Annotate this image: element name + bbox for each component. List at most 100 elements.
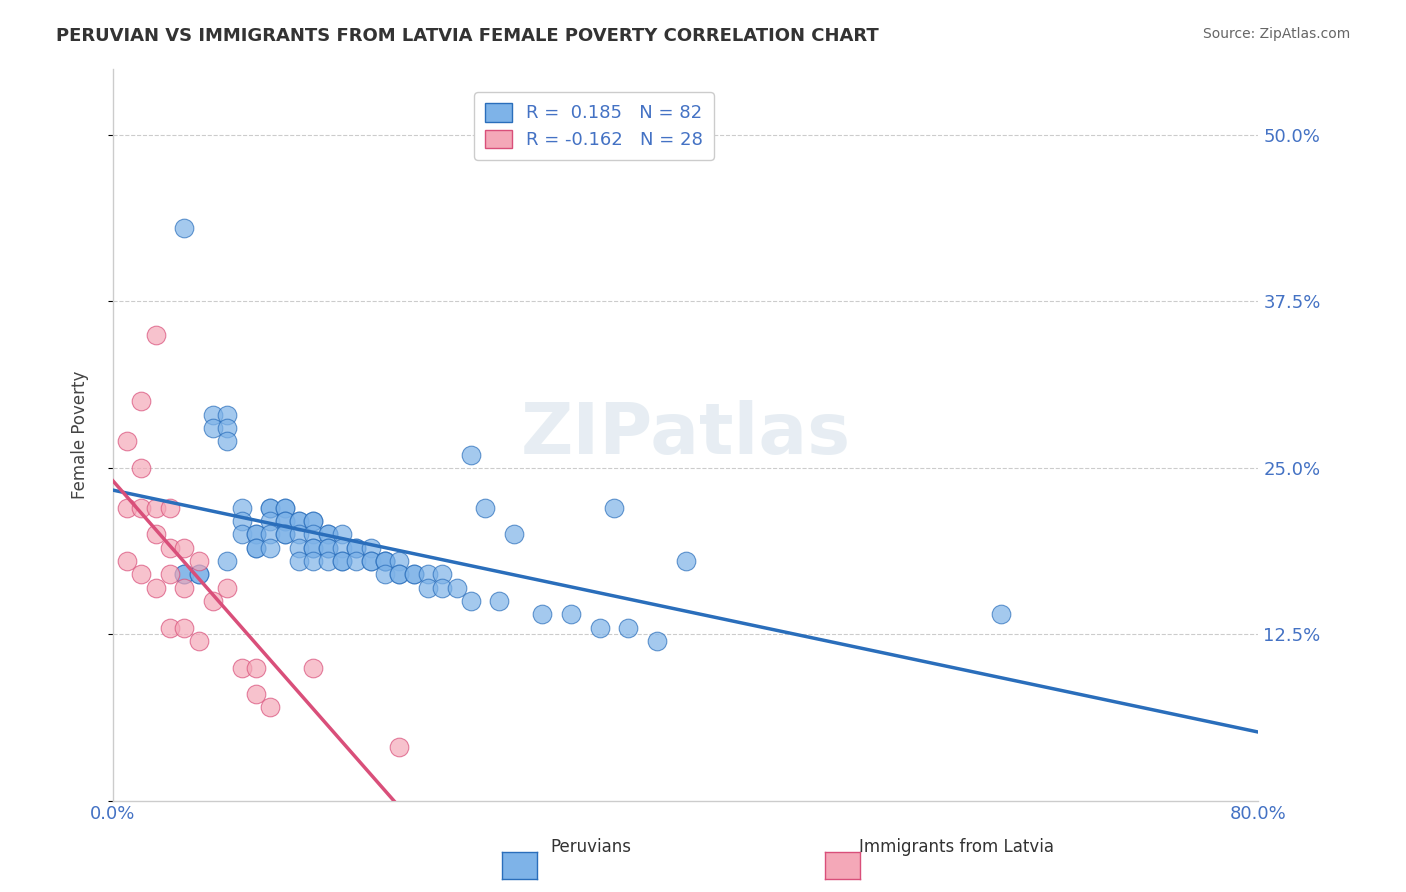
Point	[460, 594, 482, 608]
Point	[302, 514, 325, 528]
Y-axis label: Female Poverty: Female Poverty	[72, 370, 89, 499]
Text: Peruvians: Peruvians	[550, 838, 631, 856]
Point	[187, 567, 209, 582]
Point	[402, 567, 425, 582]
Point	[402, 567, 425, 582]
Point	[159, 541, 181, 555]
Point	[245, 527, 267, 541]
Point	[202, 408, 225, 422]
Point	[202, 594, 225, 608]
Point	[273, 500, 295, 515]
Point	[302, 514, 325, 528]
Point	[360, 554, 382, 568]
Point	[617, 621, 640, 635]
Point	[388, 554, 411, 568]
Point	[259, 500, 281, 515]
Point	[273, 527, 295, 541]
Point	[145, 581, 167, 595]
Point	[344, 541, 367, 555]
Point	[603, 500, 626, 515]
Point	[245, 527, 267, 541]
Point	[316, 527, 339, 541]
Point	[259, 500, 281, 515]
Point	[432, 567, 454, 582]
Point	[245, 687, 267, 701]
Point	[159, 567, 181, 582]
Point	[416, 567, 439, 582]
Point	[231, 500, 253, 515]
Point	[288, 514, 311, 528]
Point	[330, 554, 353, 568]
Point	[131, 500, 153, 515]
Point	[217, 581, 239, 595]
Point	[273, 500, 295, 515]
Point	[173, 221, 195, 235]
Point	[432, 581, 454, 595]
Point	[159, 500, 181, 515]
Text: Source: ZipAtlas.com: Source: ZipAtlas.com	[1202, 27, 1350, 41]
Point	[560, 607, 582, 622]
Point	[202, 421, 225, 435]
Point	[145, 327, 167, 342]
Point	[259, 514, 281, 528]
Text: Immigrants from Latvia: Immigrants from Latvia	[859, 838, 1053, 856]
Point	[360, 541, 382, 555]
Point	[302, 554, 325, 568]
Point	[416, 581, 439, 595]
Point	[217, 408, 239, 422]
Point	[330, 527, 353, 541]
Point	[288, 527, 311, 541]
Point	[645, 633, 668, 648]
Point	[330, 554, 353, 568]
Point	[273, 514, 295, 528]
Point	[288, 514, 311, 528]
Point	[288, 541, 311, 555]
Point	[115, 554, 138, 568]
Point	[488, 594, 510, 608]
Point	[187, 567, 209, 582]
Point	[259, 527, 281, 541]
Point	[446, 581, 468, 595]
Point	[374, 567, 396, 582]
Point	[288, 554, 311, 568]
Point	[159, 621, 181, 635]
Point	[302, 541, 325, 555]
Point	[145, 500, 167, 515]
Point	[460, 448, 482, 462]
Point	[344, 541, 367, 555]
Point	[131, 567, 153, 582]
Point	[131, 460, 153, 475]
Point	[231, 660, 253, 674]
Point	[374, 554, 396, 568]
Point	[360, 554, 382, 568]
Point	[173, 567, 195, 582]
Point	[316, 527, 339, 541]
Point	[217, 421, 239, 435]
Point	[231, 514, 253, 528]
Point	[273, 514, 295, 528]
Point	[217, 554, 239, 568]
Point	[675, 554, 697, 568]
Point	[173, 567, 195, 582]
Point	[273, 527, 295, 541]
Point	[990, 607, 1012, 622]
Point	[131, 394, 153, 409]
Point	[173, 541, 195, 555]
Point	[173, 621, 195, 635]
Point	[344, 554, 367, 568]
Point	[217, 434, 239, 449]
Point	[502, 527, 524, 541]
Point	[474, 500, 496, 515]
Point	[173, 581, 195, 595]
Point	[245, 541, 267, 555]
Point	[259, 700, 281, 714]
Point	[302, 541, 325, 555]
Point	[531, 607, 554, 622]
Point	[115, 434, 138, 449]
Text: ZIPatlas: ZIPatlas	[520, 401, 851, 469]
Point	[388, 740, 411, 755]
Point	[374, 554, 396, 568]
Point	[187, 633, 209, 648]
Point	[145, 527, 167, 541]
Point	[316, 541, 339, 555]
